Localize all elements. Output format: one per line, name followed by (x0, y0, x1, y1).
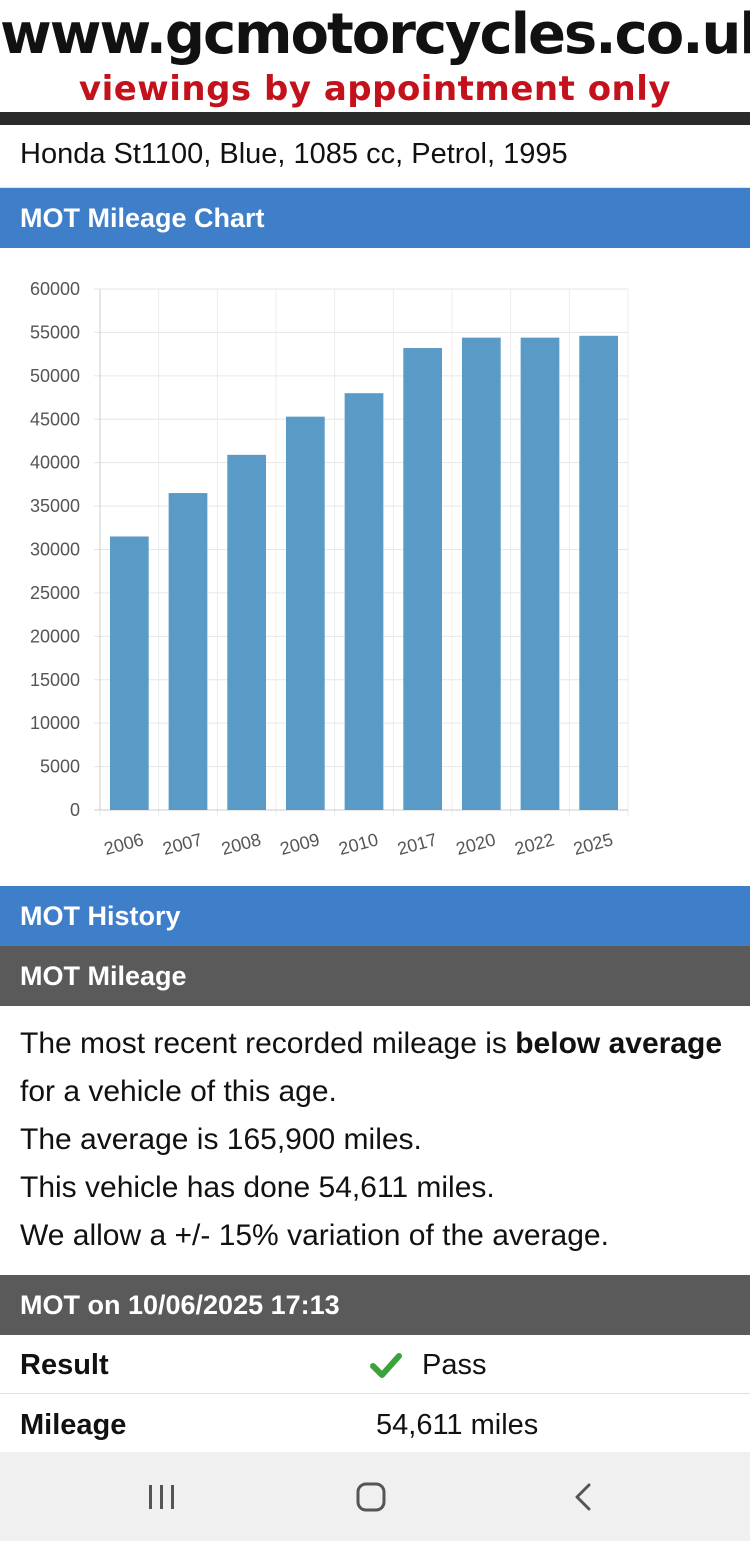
y-tick-label: 10000 (30, 713, 80, 733)
banner-divider (0, 112, 750, 125)
y-tick-label: 40000 (30, 453, 80, 473)
x-tick-label: 2009 (278, 829, 322, 859)
result-label: Result (20, 1349, 109, 1381)
mileage-label: Mileage (20, 1409, 127, 1441)
y-tick-label: 20000 (30, 626, 80, 646)
vehicle-summary: Honda St1100, Blue, 1085 cc, Petrol, 199… (0, 125, 750, 188)
y-tick-label: 50000 (30, 366, 80, 386)
x-tick-label: 2007 (161, 829, 205, 859)
bar-2010 (344, 393, 384, 810)
bar-2006 (109, 536, 149, 810)
x-tick-label: 2020 (454, 829, 498, 859)
y-tick-label: 30000 (30, 540, 80, 560)
mileage-comparison-pre: The most recent recorded mileage is (20, 1027, 516, 1060)
site-banner: www.gcmotorcycles.co.uk viewings by appo… (0, 0, 750, 112)
bar-2025 (579, 335, 619, 810)
y-tick-label: 55000 (30, 322, 80, 342)
y-tick-label: 35000 (30, 496, 80, 516)
chart-section-title: MOT Mileage Chart (0, 188, 750, 248)
back-button[interactable] (532, 1452, 632, 1541)
y-tick-label: 60000 (30, 279, 80, 299)
x-tick-label: 2006 (102, 829, 146, 859)
site-url: www.gcmotorcycles.co.uk (0, 2, 750, 67)
y-tick-label: 5000 (40, 757, 80, 777)
average-mileage: The average is 165,900 miles. (20, 1123, 422, 1156)
vehicle-mileage: This vehicle has done 54,611 miles. (20, 1171, 495, 1204)
variation-note: We allow a +/- 15% variation of the aver… (20, 1219, 609, 1252)
x-tick-label: 2017 (395, 829, 439, 859)
mot-test-header: MOT on 10/06/2025 17:13 (0, 1275, 750, 1335)
y-tick-label: 0 (70, 800, 80, 820)
mileage-row: Mileage 54,611 miles (0, 1396, 750, 1454)
bar-2017 (403, 348, 443, 810)
y-tick-label: 25000 (30, 583, 80, 603)
x-tick-label: 2022 (513, 829, 557, 859)
android-nav-bar (0, 1452, 750, 1541)
mileage-comparison-post: for a vehicle of this age. (20, 1075, 337, 1108)
bar-2022 (520, 337, 560, 810)
mileage-summary: The most recent recorded mileage is belo… (0, 1006, 750, 1275)
appointment-tagline: viewings by appointment only (78, 69, 672, 109)
bar-2020 (461, 337, 501, 810)
recent-apps-icon (149, 1485, 174, 1509)
mileage-value: 54,611 miles (376, 1409, 539, 1441)
result-value: Pass (422, 1349, 487, 1381)
x-tick-label: 2025 (571, 829, 615, 859)
bar-2008 (227, 454, 267, 810)
back-icon (575, 1483, 591, 1511)
result-row: Result Pass (0, 1336, 750, 1394)
mileage-chart: 0 5000 10000 15000 20000 25000 30000 35000 40000… (0, 248, 750, 886)
y-tick-label: 15000 (30, 670, 80, 690)
recent-apps-button[interactable] (112, 1452, 212, 1541)
y-tick-label: 45000 (30, 409, 80, 429)
mileage-bar-chart: 0 5000 10000 15000 20000 25000 30000 35000 40000… (30, 279, 629, 859)
check-icon (370, 1353, 402, 1378)
home-icon (356, 1482, 386, 1512)
x-tick-label: 2008 (219, 829, 263, 859)
bar-2009 (285, 416, 325, 810)
x-tick-label: 2010 (337, 829, 381, 859)
history-section-title: MOT History (0, 886, 750, 946)
mileage-comparison: The most recent recorded mileage is belo… (20, 1020, 730, 1116)
home-button[interactable] (322, 1452, 422, 1541)
bar-2007 (168, 493, 208, 810)
mileage-comparison-verdict: below average (515, 1027, 722, 1060)
mileage-section-title: MOT Mileage (0, 946, 750, 1006)
